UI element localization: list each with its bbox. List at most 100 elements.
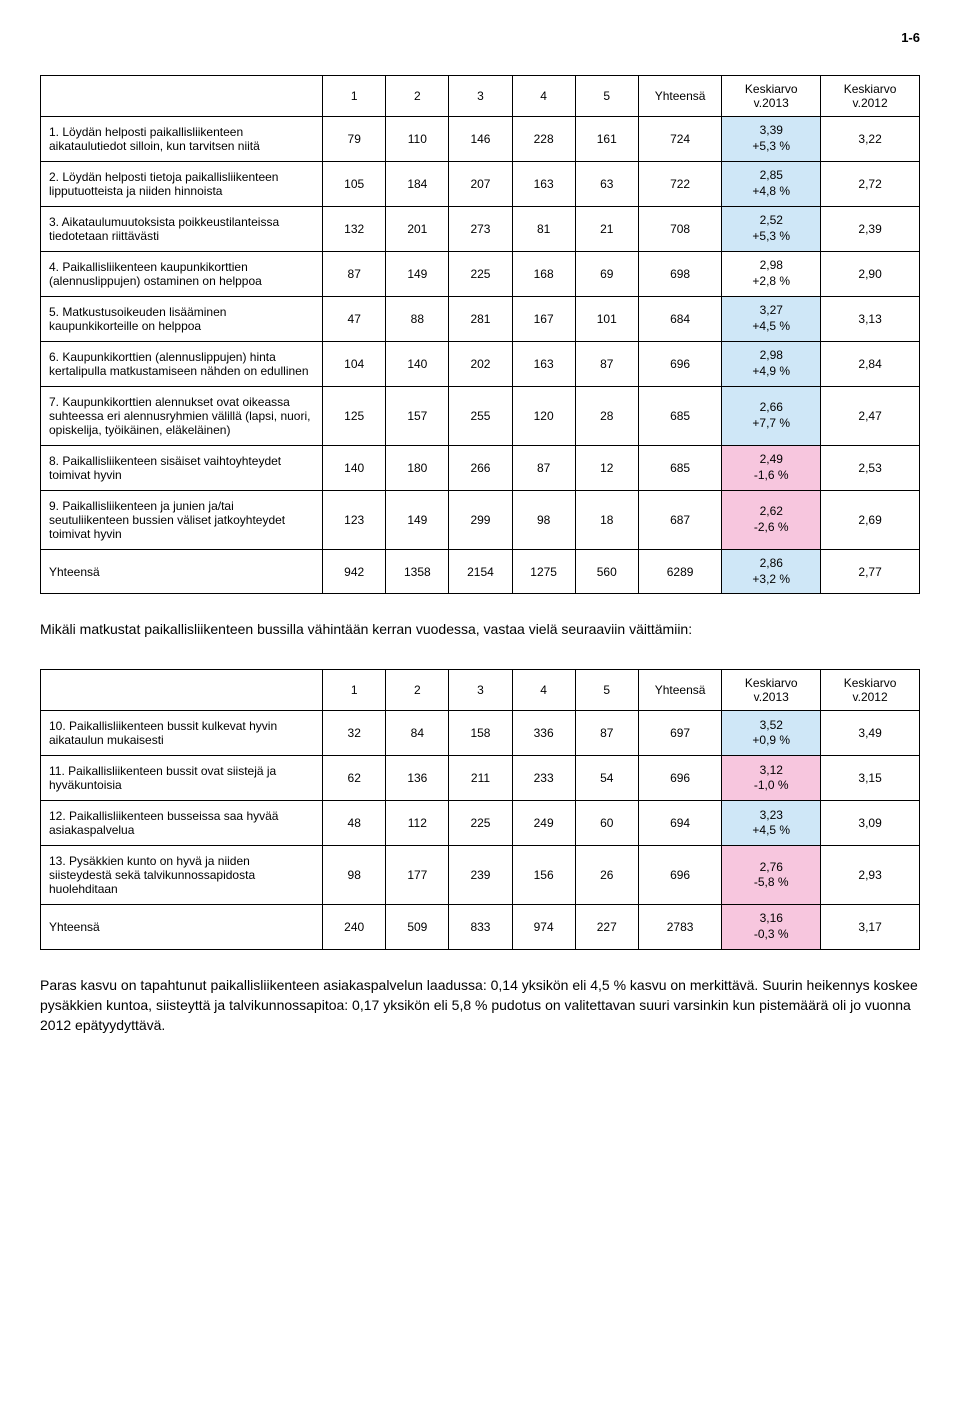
cell-value: 167 [512, 297, 575, 342]
cell-value: 509 [386, 905, 449, 949]
intro-text: Mikäli matkustat paikallisliikenteen bus… [40, 619, 920, 639]
header-k2013: Keskiarvo v.2013 [722, 76, 821, 117]
cell-value: 698 [638, 252, 722, 297]
keskiarvo-change: +4,5 % [752, 823, 790, 837]
keskiarvo-change: +7,7 % [752, 416, 790, 430]
cell-value: 88 [386, 297, 449, 342]
keskiarvo-2013: 2,98+2,8 % [722, 252, 821, 297]
keskiarvo-2012: 3,15 [821, 756, 920, 801]
cell-value: 225 [449, 801, 512, 846]
cell-value: 161 [575, 117, 638, 162]
header-4: 4 [512, 670, 575, 711]
cell-value: 79 [323, 117, 386, 162]
header-4: 4 [512, 76, 575, 117]
header-5: 5 [575, 670, 638, 711]
cell-value: 87 [323, 252, 386, 297]
header-1: 1 [323, 76, 386, 117]
keskiarvo-2012: 2,53 [821, 446, 920, 491]
keskiarvo-change: -2,6 % [754, 520, 789, 534]
keskiarvo-change: +4,9 % [752, 364, 790, 378]
keskiarvo-value: 2,85 [760, 168, 783, 182]
cell-value: 696 [638, 756, 722, 801]
cell-value: 47 [323, 297, 386, 342]
cell-value: 942 [323, 550, 386, 594]
cell-value: 696 [638, 846, 722, 905]
cell-value: 685 [638, 446, 722, 491]
header-blank [41, 76, 323, 117]
keskiarvo-change: -1,6 % [754, 468, 789, 482]
row-label: 2. Löydän helposti tietoja paikallisliik… [41, 162, 323, 207]
cell-value: 273 [449, 207, 512, 252]
cell-value: 21 [575, 207, 638, 252]
header-3: 3 [449, 76, 512, 117]
cell-value: 2154 [449, 550, 512, 594]
keskiarvo-change: +0,9 % [752, 733, 790, 747]
keskiarvo-2012: 2,77 [821, 550, 920, 594]
keskiarvo-change: -0,3 % [754, 927, 789, 941]
row-label: Yhteensä [41, 905, 323, 949]
row-label: 9. Paikallisliikenteen ja junien ja/tai … [41, 491, 323, 550]
header-total: Yhteensä [638, 76, 722, 117]
header-k2013-b: v.2013 [754, 690, 789, 704]
cell-value: 724 [638, 117, 722, 162]
table-row: 1. Löydän helposti paikallisliikenteen a… [41, 117, 920, 162]
table-1: 1 2 3 4 5 Yhteensä Keskiarvo v.2013 Kesk… [40, 75, 920, 594]
header-total: Yhteensä [638, 670, 722, 711]
keskiarvo-2013: 2,62-2,6 % [722, 491, 821, 550]
keskiarvo-2013: 3,23+4,5 % [722, 801, 821, 846]
keskiarvo-2012: 3,22 [821, 117, 920, 162]
row-label: 1. Löydän helposti paikallisliikenteen a… [41, 117, 323, 162]
header-k2012: Keskiarvo v.2012 [821, 670, 920, 711]
cell-value: 281 [449, 297, 512, 342]
header-blank [41, 670, 323, 711]
cell-value: 140 [386, 342, 449, 387]
cell-value: 69 [575, 252, 638, 297]
keskiarvo-2012: 3,13 [821, 297, 920, 342]
cell-value: 2783 [638, 905, 722, 949]
table-row: 8. Paikallisliikenteen sisäiset vaihtoyh… [41, 446, 920, 491]
cell-value: 32 [323, 711, 386, 756]
table-row: 9. Paikallisliikenteen ja junien ja/tai … [41, 491, 920, 550]
keskiarvo-change: +2,8 % [752, 274, 790, 288]
cell-value: 54 [575, 756, 638, 801]
cell-value: 168 [512, 252, 575, 297]
cell-value: 132 [323, 207, 386, 252]
header-k2012-b: v.2012 [853, 690, 888, 704]
header-2: 2 [386, 76, 449, 117]
keskiarvo-2013: 3,39+5,3 % [722, 117, 821, 162]
keskiarvo-2013: 2,66+7,7 % [722, 387, 821, 446]
keskiarvo-value: 3,16 [760, 911, 783, 925]
table-row: 12. Paikallisliikenteen busseissa saa hy… [41, 801, 920, 846]
cell-value: 207 [449, 162, 512, 207]
keskiarvo-2012: 2,39 [821, 207, 920, 252]
header-1: 1 [323, 670, 386, 711]
keskiarvo-value: 2,52 [760, 213, 783, 227]
keskiarvo-2012: 2,69 [821, 491, 920, 550]
row-label: 8. Paikallisliikenteen sisäiset vaihtoyh… [41, 446, 323, 491]
header-k2013-a: Keskiarvo [745, 676, 798, 690]
cell-value: 233 [512, 756, 575, 801]
header-k2012-a: Keskiarvo [844, 676, 897, 690]
keskiarvo-value: 2,76 [760, 860, 783, 874]
keskiarvo-change: +4,5 % [752, 319, 790, 333]
cell-value: 140 [323, 446, 386, 491]
header-k2012: Keskiarvo v.2012 [821, 76, 920, 117]
cell-value: 299 [449, 491, 512, 550]
cell-value: 87 [575, 711, 638, 756]
cell-value: 201 [386, 207, 449, 252]
cell-value: 98 [323, 846, 386, 905]
footer-text: Paras kasvu on tapahtunut paikallisliike… [40, 975, 920, 1036]
cell-value: 48 [323, 801, 386, 846]
row-label: 4. Paikallisliikenteen kaupunkikorttien … [41, 252, 323, 297]
cell-value: 81 [512, 207, 575, 252]
table-row: 5. Matkustusoikeuden lisääminen kaupunki… [41, 297, 920, 342]
table-total-row: Yhteensä24050983397422727833,16-0,3 %3,1… [41, 905, 920, 949]
cell-value: 227 [575, 905, 638, 949]
row-label: 7. Kaupunkikorttien alennukset ovat oike… [41, 387, 323, 446]
cell-value: 239 [449, 846, 512, 905]
keskiarvo-change: +5,3 % [752, 139, 790, 153]
cell-value: 63 [575, 162, 638, 207]
cell-value: 6289 [638, 550, 722, 594]
table-row: 4. Paikallisliikenteen kaupunkikorttien … [41, 252, 920, 297]
cell-value: 136 [386, 756, 449, 801]
